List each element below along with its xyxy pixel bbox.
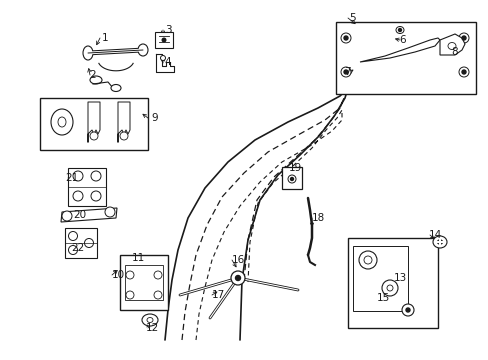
Ellipse shape [68, 246, 77, 255]
Ellipse shape [84, 238, 93, 248]
Ellipse shape [461, 36, 465, 40]
Text: 7: 7 [343, 67, 349, 77]
Text: 20: 20 [73, 210, 86, 220]
Ellipse shape [73, 171, 83, 181]
Ellipse shape [340, 67, 350, 77]
Bar [125, 265, 163, 300]
Ellipse shape [154, 271, 162, 279]
Text: 10: 10 [111, 270, 124, 280]
Polygon shape [439, 34, 464, 55]
Ellipse shape [91, 191, 101, 201]
Ellipse shape [235, 275, 240, 280]
Text: 21: 21 [65, 173, 79, 183]
Ellipse shape [290, 177, 293, 180]
Polygon shape [359, 38, 439, 62]
Ellipse shape [398, 28, 401, 31]
Ellipse shape [287, 175, 295, 183]
Text: 2: 2 [89, 70, 96, 80]
Ellipse shape [160, 55, 165, 60]
Text: 14: 14 [427, 230, 441, 240]
Ellipse shape [126, 291, 134, 299]
Ellipse shape [386, 285, 392, 291]
Ellipse shape [395, 27, 403, 33]
Ellipse shape [62, 211, 72, 221]
Bar [347, 238, 437, 328]
Ellipse shape [363, 256, 371, 264]
Ellipse shape [432, 236, 446, 248]
Ellipse shape [447, 42, 455, 49]
Text: 4: 4 [164, 57, 171, 67]
Ellipse shape [105, 207, 115, 217]
Ellipse shape [68, 231, 77, 240]
Text: 15: 15 [376, 293, 389, 303]
Bar [335, 22, 475, 94]
Text: 12: 12 [145, 323, 158, 333]
Ellipse shape [340, 33, 350, 43]
Ellipse shape [142, 314, 158, 326]
Ellipse shape [58, 117, 66, 127]
Ellipse shape [343, 70, 347, 74]
Ellipse shape [458, 33, 468, 43]
Ellipse shape [147, 318, 153, 323]
Ellipse shape [126, 271, 134, 279]
Ellipse shape [91, 171, 101, 181]
Ellipse shape [161, 37, 166, 42]
Bar [155, 32, 173, 48]
Ellipse shape [73, 191, 83, 201]
Bar [65, 228, 97, 258]
Ellipse shape [358, 251, 376, 269]
Ellipse shape [90, 132, 98, 140]
Ellipse shape [230, 271, 244, 285]
Ellipse shape [120, 132, 128, 140]
Text: 3: 3 [164, 25, 171, 35]
Bar [40, 98, 148, 150]
Text: 5: 5 [348, 13, 355, 23]
Ellipse shape [401, 304, 413, 316]
Ellipse shape [111, 85, 121, 91]
Text: 18: 18 [311, 213, 324, 223]
Text: 11: 11 [131, 253, 144, 263]
Ellipse shape [154, 291, 162, 299]
Text: 19: 19 [288, 163, 301, 173]
Text: 1: 1 [102, 33, 108, 43]
Text: 16: 16 [231, 255, 244, 265]
Ellipse shape [405, 308, 409, 312]
Ellipse shape [51, 109, 73, 135]
Bar [68, 168, 106, 206]
Polygon shape [61, 208, 117, 222]
Bar [352, 246, 407, 311]
Ellipse shape [343, 36, 347, 40]
Ellipse shape [437, 240, 442, 244]
Ellipse shape [90, 76, 102, 84]
Ellipse shape [458, 67, 468, 77]
Text: 8: 8 [451, 47, 457, 57]
Ellipse shape [138, 44, 148, 56]
Ellipse shape [381, 280, 397, 296]
Ellipse shape [83, 46, 93, 60]
Bar [282, 167, 302, 189]
Text: 17: 17 [211, 290, 224, 300]
Text: 9: 9 [151, 113, 158, 123]
Ellipse shape [461, 70, 465, 74]
Text: 13: 13 [392, 273, 406, 283]
Text: 22: 22 [71, 243, 84, 253]
Text: 6: 6 [399, 35, 406, 45]
Bar [120, 255, 168, 310]
